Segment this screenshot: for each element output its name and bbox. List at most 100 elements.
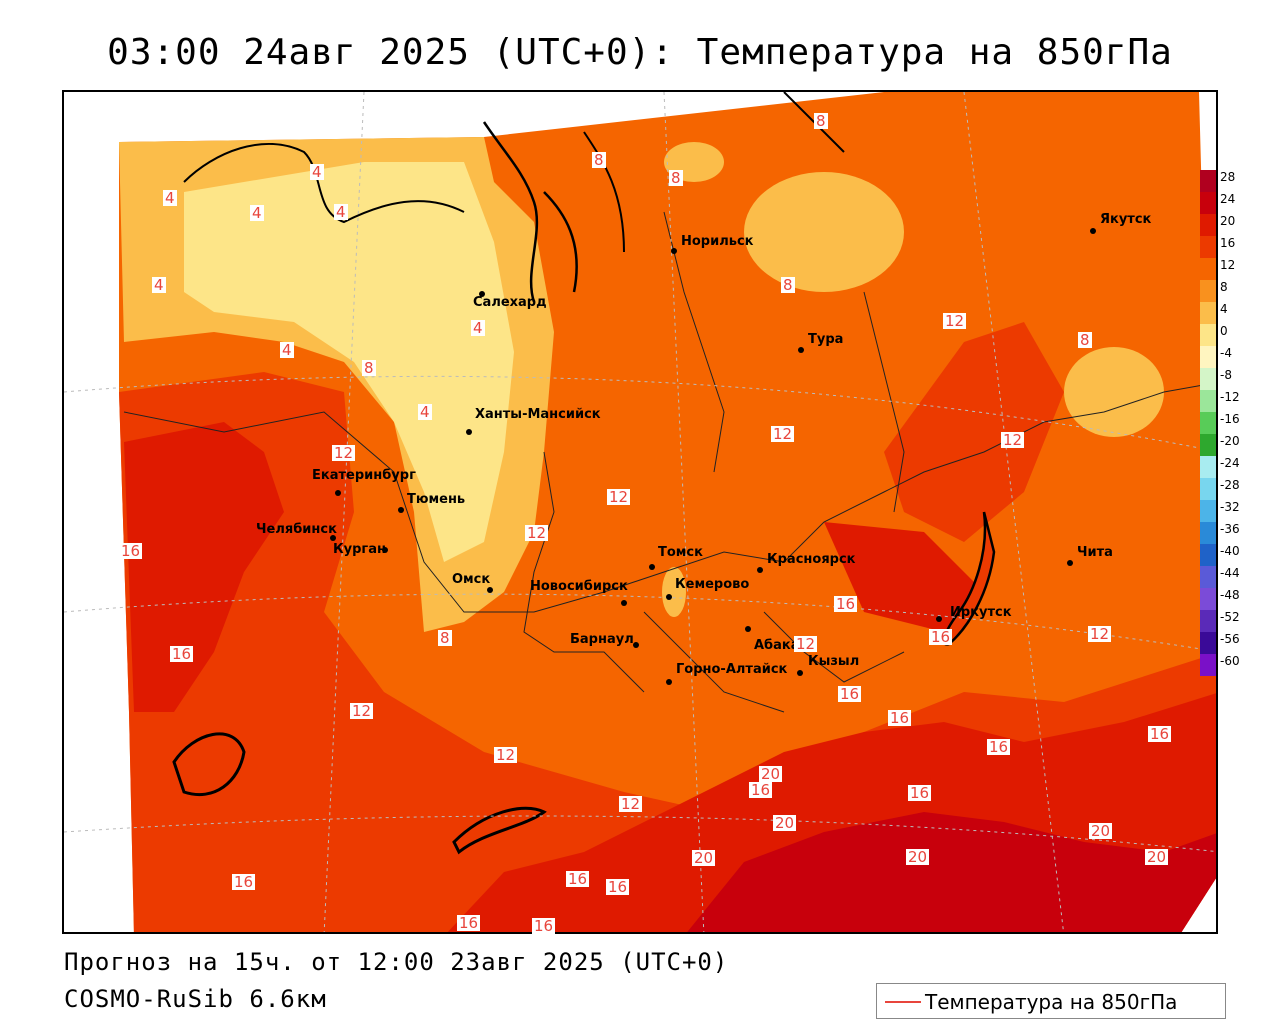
colorbar-tick-label: -56 [1220, 632, 1240, 646]
city-label: Челябинск [256, 522, 337, 537]
city-marker [1067, 560, 1073, 566]
city-label: Салехард [473, 295, 547, 310]
city-marker [798, 347, 804, 353]
colorbar-tick-label: -16 [1220, 412, 1240, 426]
isotherm-label: 8 [781, 276, 795, 294]
colorbar-segment [1200, 500, 1216, 522]
city-label: Екатеринбург [312, 468, 416, 483]
isotherm-label: 16 [119, 542, 143, 560]
isotherm-label: 4 [280, 341, 294, 359]
isotherm-label: 4 [418, 403, 432, 421]
colorbar-segment [1200, 434, 1216, 456]
isotherm-label: 8 [592, 151, 606, 169]
colorbar-tick-label: 28 [1220, 170, 1236, 184]
city-marker [621, 600, 627, 606]
colorbar-tick-label: 16 [1220, 236, 1236, 250]
colorbar-tick-label: -36 [1220, 522, 1240, 536]
isotherm-label: 16 [929, 628, 953, 646]
colorbar-tick-label: -8 [1220, 368, 1232, 382]
isotherm-label: 12 [1088, 625, 1112, 643]
city-label: Кемерово [675, 577, 750, 592]
city-marker [671, 248, 677, 254]
chart-title: 03:00 24авг 2025 (UTC+0): Температура на… [107, 32, 1173, 73]
city-label: Горно-Алтайск [676, 662, 788, 677]
colorbar-segment [1200, 566, 1216, 588]
colorbar-tick-label: -12 [1220, 390, 1240, 404]
city-marker [479, 291, 485, 297]
city-label: Омск [452, 572, 491, 587]
colorbar-tick-label: -60 [1220, 654, 1240, 668]
colorbar-segment [1200, 632, 1216, 654]
city-marker [1090, 228, 1096, 234]
city-marker [745, 626, 751, 632]
city-marker [757, 567, 763, 573]
map-canvas [64, 92, 1216, 932]
isotherm-label: 16 [532, 917, 556, 935]
isotherm-label: 16 [908, 784, 932, 802]
isotherm-label: 16 [1148, 725, 1172, 743]
colorbar-segment [1200, 324, 1216, 346]
colorbar-tick-label: -24 [1220, 456, 1240, 470]
city-label: Тура [808, 332, 844, 347]
colorbar-segment [1200, 214, 1216, 236]
isotherm-label: 4 [163, 189, 177, 207]
colorbar-segment [1200, 170, 1216, 192]
isotherm-label: 16 [888, 709, 912, 727]
city-marker [398, 507, 404, 513]
isotherm-label: 16 [606, 878, 630, 896]
colorbar-segment [1200, 368, 1216, 390]
isotherm-label: 8 [1078, 331, 1092, 349]
city-label: Новосибирск [530, 579, 628, 594]
colorbar-segment [1200, 588, 1216, 610]
city-label: Томск [658, 545, 703, 560]
isotherm-label: 8 [438, 629, 452, 647]
colorbar-tick-label: 20 [1220, 214, 1236, 228]
colorbar-tick-label: -40 [1220, 544, 1240, 558]
colorbar-tick-label: 0 [1220, 324, 1228, 338]
isotherm-label: 16 [566, 870, 590, 888]
city-marker [797, 670, 803, 676]
city-marker [487, 587, 493, 593]
colorbar-tick-label: 4 [1220, 302, 1228, 316]
isotherm-label: 12 [525, 524, 549, 542]
colorbar-tick-label: 8 [1220, 280, 1228, 294]
colorbar-segment [1200, 390, 1216, 412]
isotherm-label: 4 [471, 319, 485, 337]
isotherm-label: 16 [232, 873, 256, 891]
colorbar-segment [1200, 258, 1216, 280]
city-marker [382, 547, 388, 553]
colorbar-tick-label: -20 [1220, 434, 1240, 448]
city-label: Чита [1077, 545, 1113, 560]
colorbar: 28 24 20 16 12 8 4 0 -4 -8 -12 -16 -20 -24 -28 -32 -36 -4… [1198, 160, 1280, 690]
forecast-info: Прогноз на 15ч. от 12:00 23авг 2025 (UTC… [64, 948, 729, 976]
city-label: Кызыл [808, 654, 860, 669]
colorbar-segment [1200, 236, 1216, 258]
isotherm-label: 16 [834, 595, 858, 613]
isotherm-label: 8 [362, 359, 376, 377]
legend-line-swatch [885, 1001, 921, 1003]
isotherm-label: 12 [771, 425, 795, 443]
isotherm-label: 20 [692, 849, 716, 867]
isotherm-label: 4 [310, 163, 324, 181]
isotherm-label: 8 [669, 169, 683, 187]
isotherm-label: 12 [619, 795, 643, 813]
colorbar-segment [1200, 610, 1216, 632]
colorbar-tick-label: -44 [1220, 566, 1240, 580]
city-label: Иркутск [950, 605, 1012, 620]
isotherm-label: 20 [1089, 822, 1113, 840]
isotherm-label: 8 [814, 112, 828, 130]
city-label: Тюмень [407, 492, 466, 507]
colorbar-tick-label: -28 [1220, 478, 1240, 492]
city-marker [649, 564, 655, 570]
colorbar-tick-label: 12 [1220, 258, 1236, 272]
colorbar-segment [1200, 456, 1216, 478]
isotherm-label: 4 [250, 204, 264, 222]
city-label: Красноярск [767, 552, 856, 567]
city-marker [330, 535, 336, 541]
map-legend: Температура на 850гПа [876, 983, 1226, 1019]
model-name: COSMO-RuSib 6.6км [64, 985, 327, 1013]
city-label: Якутск [1100, 212, 1152, 227]
city-marker [335, 490, 341, 496]
colorbar-segment [1200, 280, 1216, 302]
legend-label: Температура на 850гПа [925, 990, 1178, 1014]
